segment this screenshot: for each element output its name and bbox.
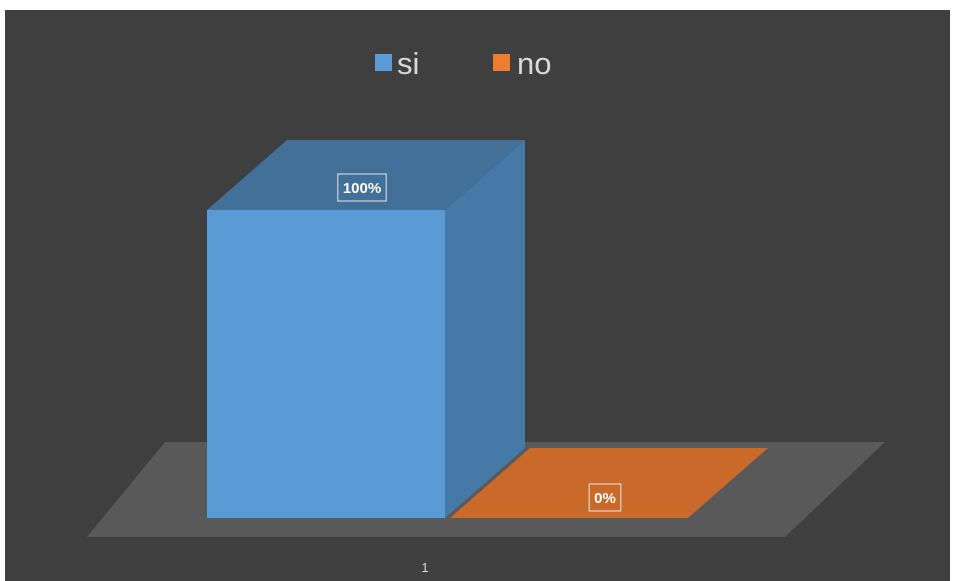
bar-si-front-face [207,210,445,518]
data-label-si: 100% [337,173,387,202]
data-label-si-text: 100% [343,180,381,197]
data-label-no-text: 0% [594,490,616,507]
chart-area: si no 100% 0% 1 [5,10,950,581]
category-tick-label: 1 [421,560,428,575]
data-labels: 100% 0% [337,173,622,512]
legend-label-no: no [517,46,551,81]
legend-item-no: no [493,46,551,81]
legend-swatch-si [375,54,392,71]
bar-si-side-face [445,140,525,518]
plot-area [87,140,885,537]
bar-chart: si no 100% 0% 1 [87,46,885,575]
legend-item-si: si [375,46,419,81]
bar-no-top-face [450,448,768,518]
bar-no [450,448,768,518]
legend-label-si: si [397,46,419,81]
data-label-no: 0% [588,483,622,512]
bar-si [207,140,525,518]
data-label-si-box [337,173,387,202]
bar-si-top-face [207,140,525,210]
category-axis: 1 [421,560,428,575]
legend-swatch-no [493,54,510,71]
legend: si no [375,46,551,81]
data-label-no-box [588,483,622,512]
